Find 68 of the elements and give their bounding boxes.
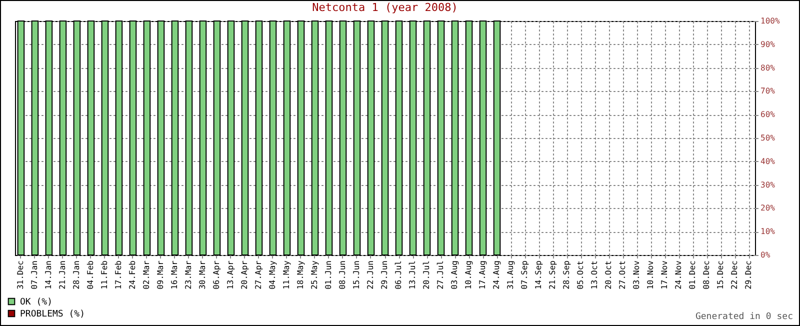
x-tick-label: 25.May <box>310 260 319 290</box>
y-tick-label: 30% <box>760 180 776 190</box>
chart-title: Netconta 1 (year 2008) <box>312 1 458 14</box>
x-tick-label: 13.Apr <box>226 260 235 290</box>
x-tick-label: 31.Dec <box>16 260 25 290</box>
x-tick-label: 11.Feb <box>100 260 109 290</box>
x-tick-label: 03.Aug <box>450 260 460 290</box>
x-tick-label: 04.Feb <box>86 260 95 290</box>
x-tick-label: 06.Jul <box>394 260 403 290</box>
x-tick-label: 17.Aug <box>478 260 488 290</box>
x-tick-label: 15.Dec <box>716 260 726 290</box>
y-tick-label: 50% <box>760 134 776 142</box>
y-tick-label: 10% <box>760 227 776 236</box>
legend-label: OK (%) <box>20 298 53 308</box>
x-tick-label: 29.Jun <box>380 260 389 290</box>
x-tick-label: 27.Jul <box>436 260 446 290</box>
x-tick-label: 09.Mar <box>156 260 165 290</box>
x-tick-label: 11.May <box>282 260 291 290</box>
y-tick-label: 0% <box>760 250 770 260</box>
y-tick-label: 60% <box>760 110 776 120</box>
y-tick-label: 40% <box>760 156 776 166</box>
x-tick-label: 06.Apr <box>212 260 221 290</box>
x-tick-label: 01.Jun <box>324 260 333 290</box>
y-tick-label: 20% <box>760 204 776 213</box>
x-tick-label: 20.Oct <box>604 260 614 290</box>
x-tick-label: 28.Jan <box>72 260 81 290</box>
x-tick-label: 31.Aug <box>506 260 516 290</box>
x-tick-label: 22.Dec <box>730 260 740 290</box>
x-tick-label: 10.Nov <box>646 260 656 290</box>
x-tick-label: 28.Sep <box>562 260 572 290</box>
x-tick-label: 20.Jul <box>422 260 432 290</box>
x-tick-label: 13.Oct <box>590 260 600 290</box>
x-tick-label: 30.Mar <box>198 260 207 290</box>
x-tick-label: 14.Jan <box>44 260 53 290</box>
y-tick-label: 90% <box>760 40 776 49</box>
x-tick-label: 23.Mar <box>184 260 193 290</box>
x-tick-label: 07.Jan <box>30 260 39 290</box>
x-tick-label: 18.May <box>296 260 305 290</box>
x-tick-label: 17.Nov <box>660 260 670 290</box>
x-tick-label: 24.Feb <box>128 260 137 290</box>
x-tick-label: 24.Nov <box>674 260 684 290</box>
y-tick-label: 70% <box>760 86 776 96</box>
x-tick-label: 17.Feb <box>114 260 123 290</box>
x-tick-label: 10.Aug <box>464 260 474 290</box>
x-tick-label: 01.Dec <box>688 260 698 290</box>
x-tick-label: 02.Mar <box>142 260 151 290</box>
x-tick-label: 22.Jun <box>366 260 375 290</box>
x-tick-label: 16.Mar <box>170 260 179 290</box>
x-tick-label: 27.Oct <box>618 260 628 290</box>
x-tick-label: 03.Nov <box>632 260 642 290</box>
x-tick-label: 14.Sep <box>534 260 544 290</box>
x-tick-label: 27.Apr <box>254 260 263 290</box>
x-tick-label: 08.Jun <box>338 260 347 290</box>
x-tick-label: 13.Jul <box>408 260 418 290</box>
x-tick-label: 07.Sep <box>520 260 530 290</box>
x-tick-label: 05.Oct <box>576 260 586 290</box>
x-tick-label: 15.Jun <box>352 260 361 290</box>
y-tick-label: 80% <box>760 63 776 72</box>
x-tick-label: 04.May <box>268 260 277 290</box>
x-tick-label: 21.Jan <box>58 260 67 290</box>
legend-label: PROBLEMS (%) <box>20 310 86 320</box>
x-tick-label: 08.Dec <box>702 260 712 290</box>
x-tick-label: 29.Dec <box>744 260 754 290</box>
x-tick-label: 24.Aug <box>492 260 502 290</box>
y-tick-label: 100% <box>760 16 780 26</box>
x-tick-label: 20.Apr <box>240 260 249 290</box>
x-tick-label: 21.Sep <box>548 260 558 290</box>
text: Generated in 0 sec <box>695 312 793 322</box>
